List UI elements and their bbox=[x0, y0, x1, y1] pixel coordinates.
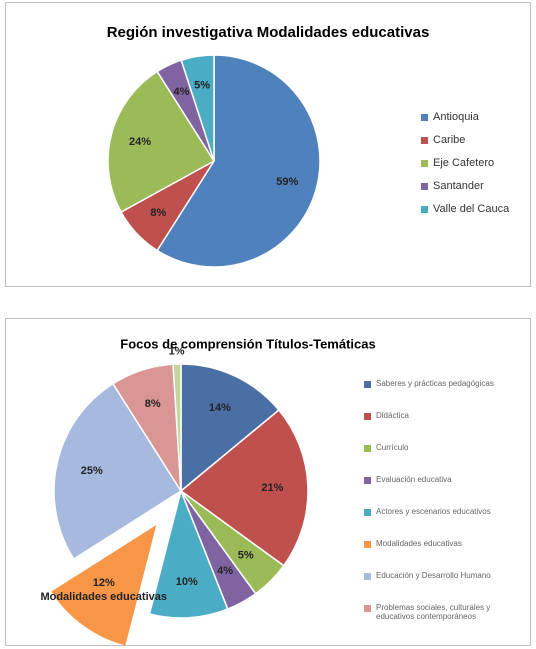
legend-label: Santander bbox=[433, 180, 484, 192]
data-label: 24% bbox=[129, 136, 151, 148]
data-label: 5% bbox=[238, 550, 254, 562]
pie-slice bbox=[179, 408, 309, 567]
legend-item: Modalidades educativas bbox=[364, 539, 529, 571]
data-label: 12% bbox=[93, 577, 115, 589]
chart-panel: Región investigativa Modalidades educati… bbox=[5, 2, 531, 287]
legend-swatch bbox=[421, 160, 428, 167]
legend-item: Valle del Cauca bbox=[421, 203, 526, 226]
legend-swatch bbox=[364, 445, 371, 452]
legend-label: Caribe bbox=[433, 134, 466, 146]
legend-label: Evaluación educativa bbox=[376, 475, 452, 484]
legend-swatch bbox=[421, 114, 428, 121]
data-label-name: Modalidades educativas bbox=[40, 591, 167, 603]
legend-item: Antioquia bbox=[421, 111, 526, 134]
legend-item: Caribe bbox=[421, 134, 526, 157]
legend-swatch bbox=[364, 573, 371, 580]
legend-swatch bbox=[364, 541, 371, 548]
pie-slice bbox=[172, 363, 182, 492]
legend-swatch bbox=[364, 509, 371, 516]
chart-panel: Focos de comprensión Títulos-Temáticas 14… bbox=[5, 318, 531, 646]
pie-chart: Región investigativa Modalidades educati… bbox=[107, 24, 430, 268]
legend-label: Currículo bbox=[376, 443, 409, 452]
legend-item: Saberes y prácticas pedagógicas bbox=[364, 379, 529, 411]
legend-label: Antioquia bbox=[433, 111, 479, 123]
pie-slice bbox=[180, 54, 215, 162]
data-label: 14% bbox=[209, 402, 231, 414]
legend-swatch bbox=[364, 381, 371, 388]
data-label: 10% bbox=[176, 576, 198, 588]
legend-label: Actores y escenarios educativos bbox=[376, 507, 491, 516]
legend-item: Evaluación educativa bbox=[364, 475, 529, 507]
legend-swatch bbox=[421, 183, 428, 190]
legend-item: Problemas sociales, culturales y educati… bbox=[364, 603, 529, 635]
legend-label: Eje Cafetero bbox=[433, 157, 495, 169]
data-label: 4% bbox=[217, 565, 233, 577]
data-label: 1% bbox=[169, 345, 185, 357]
pie-slice bbox=[180, 363, 280, 493]
legend-label: Didáctica bbox=[376, 411, 409, 420]
legend-swatch bbox=[364, 477, 371, 484]
legend-swatch bbox=[364, 605, 371, 612]
data-label: 8% bbox=[150, 207, 166, 219]
legend-label: Modalidades educativas bbox=[376, 539, 462, 548]
data-label: 8% bbox=[145, 398, 161, 410]
legend-item: Santander bbox=[421, 180, 526, 203]
legend-label: Problemas sociales, culturales y educati… bbox=[376, 603, 491, 621]
legend-item: Currículo bbox=[364, 443, 529, 475]
legend-item: Eje Cafetero bbox=[421, 157, 526, 180]
legend-item: Actores y escenarios educativos bbox=[364, 507, 529, 539]
data-label: 21% bbox=[261, 482, 283, 494]
legend-swatch bbox=[421, 206, 428, 213]
legend-swatch bbox=[364, 413, 371, 420]
pie-slice bbox=[107, 70, 216, 214]
data-label: 4% bbox=[174, 86, 190, 98]
pie-chart: Focos de comprensión Títulos-Temáticas 14… bbox=[40, 336, 376, 645]
legend: Saberes y prácticas pedagógicas Didáctica… bbox=[364, 379, 529, 635]
chart-title: Región investigativa Modalidades educati… bbox=[107, 24, 430, 41]
pie-slice bbox=[49, 521, 159, 645]
data-label: 5% bbox=[194, 80, 210, 92]
legend-label: Valle del Cauca bbox=[433, 203, 510, 215]
legend-item: Educación y Desarrollo Humano bbox=[364, 571, 529, 603]
legend: Antioquia Caribe Eje Cafetero Santander Vall… bbox=[421, 111, 526, 226]
pie-slice bbox=[53, 382, 183, 561]
chart-title: Focos de comprensión Títulos-Temáticas bbox=[120, 336, 375, 351]
data-label: 59% bbox=[276, 176, 298, 188]
data-label: 25% bbox=[81, 465, 103, 477]
legend-label: Saberes y prácticas pedagógicas bbox=[376, 379, 494, 388]
pie-slice bbox=[156, 54, 321, 268]
legend-label: Educación y Desarrollo Humano bbox=[376, 571, 491, 580]
legend-item: Didáctica bbox=[364, 411, 529, 443]
pie-slice bbox=[148, 488, 229, 619]
legend-swatch bbox=[421, 137, 428, 144]
